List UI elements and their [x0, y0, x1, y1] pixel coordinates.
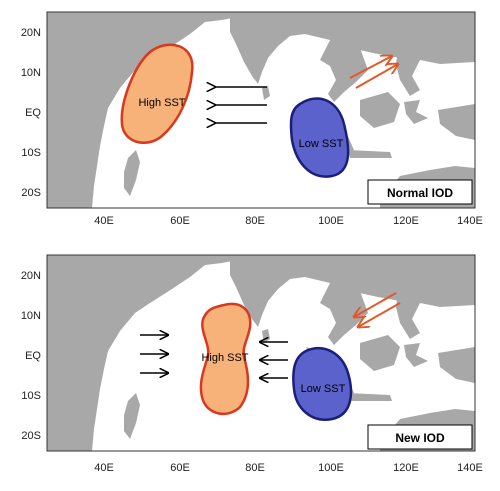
lon-tick-label: 120E	[393, 215, 419, 227]
high-sst-label: High SST	[201, 352, 248, 364]
new-guinea-land	[438, 347, 475, 383]
high-sst-region	[199, 302, 252, 416]
northeast-arrows	[349, 56, 398, 89]
lon-tick-label: 100E	[318, 462, 344, 474]
map-new-iod: 20N 10N EQ 10S 20S 40E 60E 80E 100E 120E…	[21, 254, 483, 474]
map-normal-iod: 20N 10N EQ 10S 20S 40E 60E 80E 100E 120E…	[21, 11, 483, 227]
philippines-land	[396, 289, 420, 339]
sulawesi-land	[404, 343, 428, 367]
legend-label: New IOD	[395, 431, 445, 445]
lon-tick-label: 60E	[170, 462, 190, 474]
java-land	[348, 393, 392, 401]
lat-tick-label: EQ	[25, 107, 41, 119]
lat-ticks: 20N 10N EQ 10S 20S	[21, 27, 42, 199]
indochina-land	[320, 283, 368, 345]
lat-tick-label: 20S	[21, 187, 41, 199]
africa-arabia-land	[47, 255, 232, 451]
low-sst-label: Low SST	[299, 138, 344, 150]
converging-arrows	[140, 335, 288, 378]
lon-tick-label: 60E	[170, 215, 190, 227]
lat-tick-label: 10N	[21, 67, 41, 79]
sulawesi-land	[404, 100, 428, 124]
lon-ticks: 40E 60E 80E 100E 120E 140E	[94, 462, 483, 474]
lat-tick-label: 10S	[21, 390, 41, 402]
lat-tick-label: 20N	[21, 27, 41, 39]
landmass	[47, 255, 475, 451]
low-sst-region	[289, 97, 350, 178]
borneo-land	[360, 335, 400, 371]
map-frame	[46, 254, 476, 452]
legend-label: Normal IOD	[387, 186, 453, 200]
indochina-land	[320, 40, 368, 102]
lat-tick-label: 10S	[21, 147, 41, 159]
lon-tick-label: 140E	[457, 462, 483, 474]
lon-tick-label: 80E	[245, 462, 265, 474]
borneo-land	[360, 92, 400, 128]
lat-tick-label: EQ	[25, 350, 41, 362]
ne-arrow	[349, 56, 392, 79]
madagascar-land	[124, 393, 140, 439]
lon-tick-label: 100E	[318, 215, 344, 227]
southwest-arrows	[354, 292, 401, 327]
low-sst-label: Low SST	[301, 383, 346, 395]
map-panel-normal-iod: 20N 10N EQ 10S 20S 40E 60E 80E 100E 120E…	[0, 0, 500, 243]
java-land	[348, 150, 392, 158]
lon-tick-label: 120E	[393, 462, 419, 474]
ne-arrow	[355, 64, 398, 89]
lat-tick-label: 20N	[21, 270, 41, 282]
high-sst-label: High SST	[138, 97, 185, 109]
high-sst-region	[120, 43, 194, 144]
map-panel-new-iod: 20N 10N EQ 10S 20S 40E 60E 80E 100E 120E…	[0, 243, 500, 486]
map-frame	[46, 11, 476, 209]
lon-ticks: 40E 60E 80E 100E 120E 140E	[94, 215, 483, 227]
legend-box	[367, 424, 473, 450]
lon-tick-label: 80E	[245, 215, 265, 227]
sri-lanka-land	[262, 86, 270, 100]
lat-ticks: 20N 10N EQ 10S 20S	[21, 270, 42, 442]
madagascar-land	[124, 150, 140, 196]
lat-tick-label: 10N	[21, 310, 41, 322]
legend-box	[367, 179, 473, 205]
philippines-land	[396, 46, 420, 96]
sw-arrow	[354, 292, 397, 317]
westward-arrows	[215, 87, 267, 123]
new-guinea-land	[438, 104, 475, 140]
lon-tick-label: 40E	[94, 462, 114, 474]
lat-tick-label: 20S	[21, 430, 41, 442]
lon-tick-label: 140E	[457, 215, 483, 227]
sw-arrow	[358, 302, 401, 327]
lon-tick-label: 40E	[94, 215, 114, 227]
low-sst-region	[292, 347, 353, 421]
africa-arabia-land	[47, 12, 232, 208]
